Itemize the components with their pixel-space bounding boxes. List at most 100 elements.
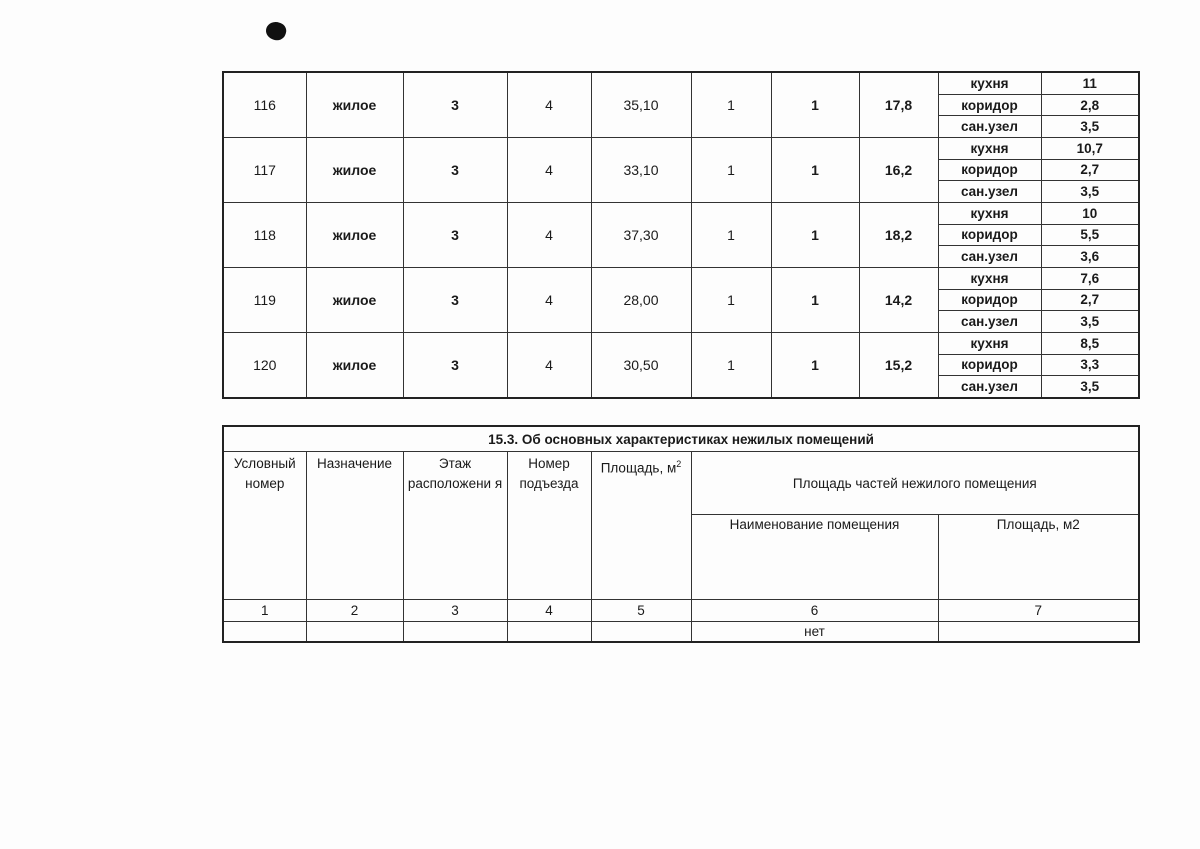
apt-area: 30,50 bbox=[590, 332, 692, 399]
part-name: коридор bbox=[937, 93, 1042, 117]
part-area: 3,6 bbox=[1040, 245, 1140, 268]
header-part-area: Площадь, м2 bbox=[937, 514, 1140, 600]
ink-blot bbox=[263, 19, 289, 43]
part-name: сан.узел bbox=[937, 375, 1042, 399]
apt-entrance: 4 bbox=[506, 137, 592, 203]
apt-area: 35,10 bbox=[590, 71, 692, 138]
apt-entrance: 4 bbox=[506, 202, 592, 268]
apt-col6: 1 bbox=[690, 267, 772, 333]
cell-part-name: нет bbox=[690, 621, 939, 643]
part-area: 10,7 bbox=[1040, 137, 1140, 160]
apt-area: 28,00 bbox=[590, 267, 692, 333]
apt-col7: 1 bbox=[770, 267, 860, 333]
part-area: 2,7 bbox=[1040, 288, 1140, 312]
cell-purpose bbox=[305, 621, 404, 643]
section-title: 15.3. Об основных характеристиках нежилы… bbox=[222, 425, 1140, 452]
apt-floor: 3 bbox=[402, 137, 508, 203]
apt-area: 33,10 bbox=[590, 137, 692, 203]
table-subrow: коридор 5,5 bbox=[223, 223, 1140, 247]
part-name: кухня bbox=[937, 267, 1042, 290]
part-name: коридор bbox=[937, 223, 1042, 247]
cell-entrance bbox=[506, 621, 592, 643]
apt-number: 118 bbox=[222, 202, 307, 268]
part-area: 3,5 bbox=[1040, 375, 1140, 399]
apt-living-area: 16,2 bbox=[858, 137, 939, 203]
table-row: 117 жилое 3 4 33,10 1 1 16,2 кухня 10,7 bbox=[222, 137, 1140, 203]
apt-col6: 1 bbox=[690, 71, 772, 138]
part-area: 7,6 bbox=[1040, 267, 1140, 290]
apt-area: 37,30 bbox=[590, 202, 692, 268]
nonresidential-table: 15.3. Об основных характеристиках нежилы… bbox=[222, 425, 1141, 643]
apt-entrance: 4 bbox=[506, 71, 592, 138]
table-row: 119 жилое 3 4 28,00 1 1 14,2 кухня 7,6 bbox=[222, 267, 1140, 333]
apt-purpose: жилое bbox=[305, 71, 404, 138]
part-name: сан.узел bbox=[937, 310, 1042, 333]
apt-number: 119 bbox=[222, 267, 307, 333]
part-area: 8,5 bbox=[1040, 332, 1140, 355]
part-name: сан.узел bbox=[937, 245, 1042, 268]
table-subrow: сан.узел 3,5 bbox=[223, 115, 1140, 138]
part-name: сан.узел bbox=[937, 115, 1042, 138]
apt-living-area: 17,8 bbox=[858, 71, 939, 138]
apt-entrance: 4 bbox=[506, 267, 592, 333]
apt-col7: 1 bbox=[770, 71, 860, 138]
table-subrow: коридор 2,7 bbox=[223, 288, 1140, 312]
apt-floor: 3 bbox=[402, 267, 508, 333]
part-area: 3,5 bbox=[1040, 180, 1140, 203]
part-name: коридор bbox=[937, 158, 1042, 182]
header-area-label: Площадь, м bbox=[600, 460, 677, 476]
header-purpose: Назначение bbox=[305, 451, 404, 600]
cell-floor bbox=[402, 621, 508, 643]
part-name: сан.узел bbox=[937, 180, 1042, 203]
part-name: кухня bbox=[937, 71, 1042, 95]
column-number: 2 bbox=[305, 599, 404, 622]
apt-living-area: 18,2 bbox=[858, 202, 939, 268]
table-row: 118 жилое 3 4 37,30 1 1 18,2 кухня 10 bbox=[222, 202, 1140, 268]
apt-floor: 3 bbox=[402, 202, 508, 268]
header-part-name: Наименование помещения bbox=[690, 514, 939, 600]
header-area: Площадь, м2 bbox=[590, 451, 692, 600]
table-subrow: коридор 3,3 bbox=[223, 353, 1140, 377]
part-name: коридор bbox=[937, 288, 1042, 312]
table-subrow: сан.узел 3,6 bbox=[223, 245, 1140, 268]
cell-part-area bbox=[937, 621, 1140, 643]
part-area: 2,7 bbox=[1040, 158, 1140, 182]
table-subrow: сан.узел 3,5 bbox=[223, 180, 1140, 203]
part-area: 3,5 bbox=[1040, 115, 1140, 138]
apt-col6: 1 bbox=[690, 332, 772, 399]
table-subrow: сан.узел 3,5 bbox=[223, 375, 1140, 399]
part-name: кухня bbox=[937, 137, 1042, 160]
apt-living-area: 14,2 bbox=[858, 267, 939, 333]
part-area: 3,3 bbox=[1040, 353, 1140, 377]
apt-entrance: 4 bbox=[506, 332, 592, 399]
apt-col7: 1 bbox=[770, 202, 860, 268]
table-row: нет bbox=[222, 621, 1140, 643]
header-floor: Этаж расположени я bbox=[402, 451, 508, 600]
part-name: кухня bbox=[937, 202, 1042, 225]
column-number: 3 bbox=[402, 599, 508, 622]
part-area: 10 bbox=[1040, 202, 1140, 225]
column-number: 7 bbox=[937, 599, 1140, 622]
apt-floor: 3 bbox=[402, 332, 508, 399]
table-subrow: коридор 2,7 bbox=[223, 158, 1140, 182]
header-area-sup: 2 bbox=[676, 459, 682, 469]
table-row: 120 жилое 3 4 30,50 1 1 15,2 кухня 8,5 bbox=[222, 332, 1140, 399]
apt-col6: 1 bbox=[690, 202, 772, 268]
apt-number: 116 bbox=[222, 71, 307, 138]
apt-floor: 3 bbox=[402, 71, 508, 138]
part-area: 11 bbox=[1040, 71, 1140, 95]
apartments-table: 116 жилое 3 4 35,10 1 1 17,8 кухня 11 коридор 2,8 са… bbox=[222, 71, 1140, 399]
apt-col7: 1 bbox=[770, 332, 860, 399]
column-number: 1 bbox=[222, 599, 307, 622]
apt-number: 120 bbox=[222, 332, 307, 399]
cell-area bbox=[590, 621, 692, 643]
part-area: 3,5 bbox=[1040, 310, 1140, 333]
apt-purpose: жилое bbox=[305, 332, 404, 399]
cell-number bbox=[222, 621, 307, 643]
header-parts: Площадь частей нежилого помещения bbox=[690, 451, 1140, 515]
part-area: 2,8 bbox=[1040, 93, 1140, 117]
apt-number: 117 bbox=[222, 137, 307, 203]
header-entrance: Номер подъезда bbox=[506, 451, 592, 600]
apt-col6: 1 bbox=[690, 137, 772, 203]
